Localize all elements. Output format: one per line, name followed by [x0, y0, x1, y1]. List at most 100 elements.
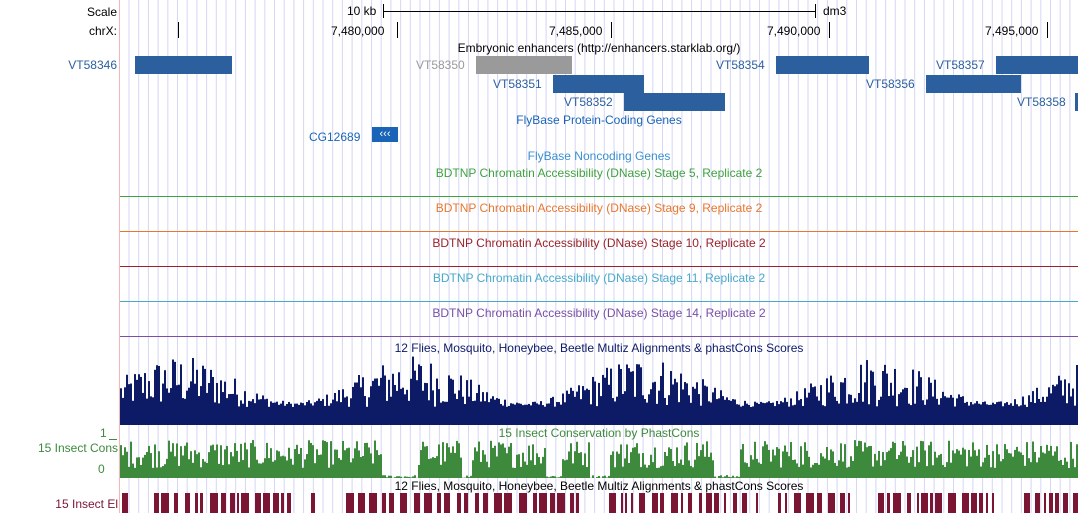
multiz-bar: [882, 370, 884, 425]
cons-bar: [718, 475, 720, 478]
cons-bar: [414, 475, 416, 478]
cons-bar: [788, 456, 790, 478]
multiz-bar: [822, 405, 824, 425]
feature-label-VT58352[interactable]: VT58352: [564, 95, 613, 109]
cons-bar: [678, 463, 680, 478]
feature-VT58357[interactable]: [996, 56, 1078, 74]
conserved-element: [533, 493, 537, 513]
cons-bar: [882, 452, 884, 478]
flybase-noncoding-title[interactable]: FlyBase Noncoding Genes: [527, 149, 671, 163]
insect-cons-title[interactable]: 15 Insect Conservation by PhastCons: [498, 426, 700, 440]
cons-bar: [734, 477, 736, 478]
multiz-title[interactable]: 12 Flies, Mosquito, Honeybee, Beetle Mul…: [394, 341, 804, 355]
feature-VT58358-edge[interactable]: [1075, 93, 1078, 111]
cons-bar: [974, 450, 976, 478]
multiz-bar: [216, 382, 218, 425]
multiz-bar: [518, 403, 520, 425]
conserved-element: [570, 493, 574, 513]
multiz-bar: [1038, 398, 1040, 425]
cons-bar: [368, 447, 370, 478]
dnase-stage10-title[interactable]: BDTNP Chromatin Accessibility (DNase) St…: [432, 236, 766, 250]
multiz-bar: [256, 393, 258, 425]
multiz-bar: [150, 396, 152, 425]
feature-VT58356[interactable]: [926, 75, 1021, 93]
dnase-stage11-title[interactable]: BDTNP Chromatin Accessibility (DNase) St…: [432, 271, 766, 285]
feature-VT58346[interactable]: [135, 56, 232, 74]
feature-label-VT58354[interactable]: VT58354: [716, 58, 765, 72]
multiz-bar: [848, 394, 850, 425]
multiz-bar: [616, 396, 618, 425]
multiz-bar: [200, 386, 202, 425]
multiz-bar: [160, 401, 162, 425]
cons-bar: [910, 456, 912, 478]
multiz-bar: [642, 395, 644, 425]
cons-bar: [1000, 461, 1002, 478]
scale-value: 10 kb: [347, 4, 377, 18]
cons-bar: [334, 449, 336, 478]
feature-label-VT58358[interactable]: VT58358: [1017, 95, 1066, 109]
cons-bar: [658, 467, 660, 478]
enhancers-left-label[interactable]: VT58346: [68, 58, 117, 72]
conserved-element: [828, 493, 835, 513]
multiz-bar: [448, 375, 450, 425]
dnase-stage9-signal: [120, 231, 1078, 232]
feature-label-VT58351[interactable]: VT58351: [493, 77, 542, 91]
gene-label-CG12689[interactable]: CG12689: [309, 130, 361, 144]
multiz-bar: [142, 392, 144, 425]
feature-VT58350[interactable]: [476, 56, 572, 74]
cons-bar: [894, 442, 896, 478]
conserved-element: [907, 493, 911, 513]
multiz-bar: [332, 399, 334, 425]
flybase-coding-title[interactable]: FlyBase Protein-Coding Genes: [516, 113, 682, 127]
cons-bar: [448, 447, 450, 478]
feature-VT58354[interactable]: [776, 56, 869, 74]
multiz-bar: [544, 406, 546, 425]
multiz-bar: [484, 401, 486, 425]
cons-bar: [364, 442, 366, 478]
multiz-bar: [660, 375, 662, 425]
cons-bar: [442, 442, 444, 478]
conserved-element: [724, 493, 726, 513]
conserved-element: [1049, 493, 1053, 513]
conserved-element: [893, 493, 901, 513]
feature-label-VT58356[interactable]: VT58356: [866, 77, 915, 91]
multiz-bar: [1050, 393, 1052, 425]
feature-label-VT58357[interactable]: VT58357: [936, 58, 985, 72]
feature-label-VT58350[interactable]: VT58350: [416, 58, 465, 72]
multiz-bar: [262, 395, 264, 425]
multiz-bar: [162, 383, 164, 425]
insect-el-left-label[interactable]: 15 Insect El: [55, 497, 118, 511]
dnase-stage5-title[interactable]: BDTNP Chromatin Accessibility (DNase) St…: [435, 166, 763, 180]
multiz-bar: [316, 400, 318, 425]
feature-VT58351[interactable]: [553, 75, 644, 93]
multiz-bar: [872, 371, 874, 425]
enhancers-track-title[interactable]: Embryonic enhancers (http://enhancers.st…: [457, 41, 741, 55]
cons-bar: [220, 445, 222, 478]
multiz-bar: [918, 371, 920, 425]
multiz-bar: [462, 396, 464, 425]
multiz-bar: [586, 388, 588, 425]
cons-bar: [704, 456, 706, 478]
cons-bar: [472, 460, 474, 478]
cons-bar: [688, 460, 690, 478]
multiz-bar: [346, 396, 348, 425]
multiz-bar: [856, 401, 858, 425]
dnase-stage9-title[interactable]: BDTNP Chromatin Accessibility (DNase) St…: [435, 201, 763, 215]
gene-CG12689[interactable]: ‹‹‹: [372, 127, 398, 142]
multiz-bar: [966, 401, 968, 425]
multiz-bar: [736, 404, 738, 425]
insect-el-blocks: [122, 493, 1078, 513]
cons-bar: [280, 456, 282, 478]
cons-bar: [814, 463, 816, 478]
multiz-bar: [420, 366, 422, 425]
feature-VT58352[interactable]: [624, 93, 725, 111]
insect-cons-left-label[interactable]: 15 Insect Cons: [37, 441, 118, 455]
conserved-element: [464, 493, 468, 513]
multiz-bar: [808, 392, 810, 425]
cons-bar: [978, 449, 980, 478]
insect-el-title[interactable]: 12 Flies, Mosquito, Honeybee, Beetle Mul…: [394, 479, 804, 493]
conserved-element: [699, 493, 702, 513]
cons-bar: [914, 466, 916, 478]
dnase-stage14-title[interactable]: BDTNP Chromatin Accessibility (DNase) St…: [432, 306, 766, 320]
